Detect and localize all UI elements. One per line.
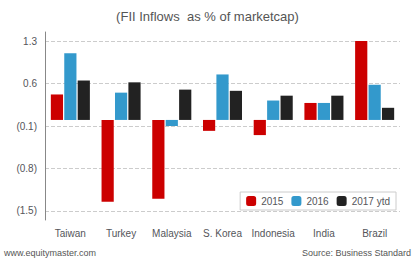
svg-text:Taiwan: Taiwan [55, 228, 86, 239]
svg-text:(0.8): (0.8) [16, 163, 37, 174]
svg-text:(1.5): (1.5) [16, 205, 37, 216]
svg-text:0.6: 0.6 [23, 78, 37, 89]
svg-text:Source: Business Standard: Source: Business Standard [302, 248, 411, 258]
svg-text:2015: 2015 [261, 196, 284, 207]
svg-text:2016: 2016 [306, 196, 329, 207]
svg-text:2017 ytd: 2017 ytd [352, 196, 390, 207]
svg-text:S. Korea: S. Korea [203, 228, 242, 239]
svg-text:Indonesia: Indonesia [252, 228, 296, 239]
svg-text:1.3: 1.3 [23, 36, 37, 47]
svg-text:www.equitymaster.com: www.equitymaster.com [3, 248, 96, 258]
svg-text:(FII Inflows as % of marketca: (FII Inflows as % of marketcap) [116, 9, 299, 24]
svg-text:(0.1): (0.1) [16, 121, 37, 132]
svg-text:Malaysia: Malaysia [152, 228, 192, 239]
svg-text:Turkey: Turkey [106, 228, 136, 239]
svg-text:Brazil: Brazil [362, 228, 387, 239]
svg-text:India: India [313, 228, 335, 239]
